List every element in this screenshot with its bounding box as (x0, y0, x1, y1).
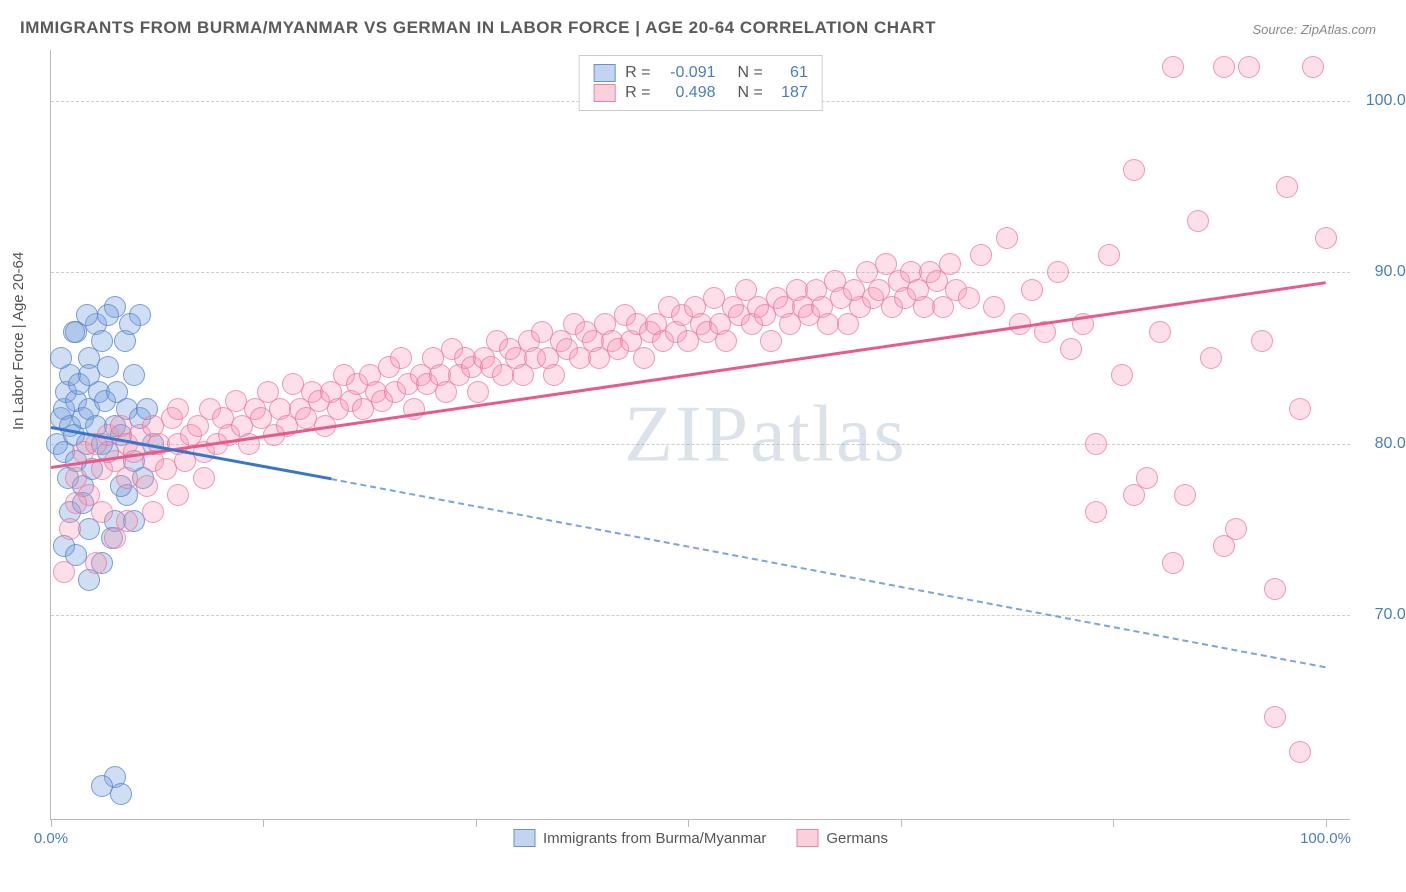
scatter-point (1213, 535, 1235, 557)
source-attribution: Source: ZipAtlas.com (1252, 22, 1376, 37)
legend-swatch (513, 829, 535, 847)
scatter-point (403, 398, 425, 420)
scatter-point (1289, 398, 1311, 420)
scatter-point (53, 561, 75, 583)
scatter-point (939, 253, 961, 275)
y-tick-label: 90.0% (1375, 263, 1406, 281)
scatter-point (633, 347, 655, 369)
correlation-legend: R = -0.091 N = 61 R = 0.498 N = 187 (578, 55, 823, 111)
scatter-point (116, 510, 138, 532)
scatter-point (50, 347, 72, 369)
y-axis-label: In Labor Force | Age 20-64 (10, 252, 27, 430)
legend-stats-row: R = 0.498 N = 187 (593, 84, 808, 102)
scatter-point (110, 783, 132, 805)
scatter-point (1213, 56, 1235, 78)
scatter-point (97, 304, 119, 326)
n-label: N = (738, 64, 763, 82)
scatter-point (1251, 330, 1273, 352)
r-value: -0.091 (661, 64, 716, 82)
scatter-point (1174, 484, 1196, 506)
scatter-point (1276, 176, 1298, 198)
scatter-point (1187, 210, 1209, 232)
x-tick (51, 819, 52, 827)
scatter-point (91, 775, 113, 797)
scatter-point (1149, 321, 1171, 343)
scatter-point (1021, 279, 1043, 301)
legend-series-label: Immigrants from Burma/Myanmar (543, 830, 766, 847)
scatter-point (970, 244, 992, 266)
r-value: 0.498 (661, 84, 716, 102)
scatter-point (91, 501, 113, 523)
scatter-point (1111, 364, 1133, 386)
n-label: N = (738, 84, 763, 102)
x-tick-label: 100.0% (1300, 830, 1351, 847)
scatter-point (59, 518, 81, 540)
scatter-point (97, 356, 119, 378)
scatter-point (1289, 741, 1311, 763)
gridline-horizontal (51, 615, 1350, 616)
scatter-point (467, 381, 489, 403)
scatter-point (119, 313, 141, 335)
y-tick-label: 100.0% (1366, 92, 1406, 110)
scatter-point (996, 227, 1018, 249)
scatter-point (1200, 347, 1222, 369)
scatter-point (65, 492, 87, 514)
y-tick-label: 70.0% (1375, 606, 1406, 624)
scatter-point (85, 552, 107, 574)
scatter-point (1098, 244, 1120, 266)
scatter-point (1302, 56, 1324, 78)
scatter-point (1085, 501, 1107, 523)
scatter-point (167, 484, 189, 506)
x-tick (1113, 819, 1114, 827)
n-value: 61 (773, 64, 808, 82)
legend-swatch (593, 64, 615, 82)
scatter-point (1264, 578, 1286, 600)
x-tick-label: 0.0% (34, 830, 68, 847)
scatter-point (1123, 159, 1145, 181)
scatter-point (167, 398, 189, 420)
x-tick (1326, 819, 1327, 827)
y-tick-label: 80.0% (1375, 435, 1406, 453)
scatter-point (1060, 338, 1082, 360)
chart-plot-area: ZIPatlas R =-0.091N =61R =0.498N =187 Im… (50, 50, 1350, 820)
scatter-point (1238, 56, 1260, 78)
scatter-point (1315, 227, 1337, 249)
scatter-point (1047, 261, 1069, 283)
scatter-point (91, 330, 113, 352)
scatter-point (760, 330, 782, 352)
legend-series-item: Germans (796, 829, 888, 847)
scatter-point (136, 475, 158, 497)
scatter-point (1085, 433, 1107, 455)
scatter-point (142, 501, 164, 523)
scatter-point (715, 330, 737, 352)
watermark-text: ZIPatlas (624, 389, 907, 480)
r-label: R = (625, 84, 650, 102)
legend-swatch (796, 829, 818, 847)
gridline-horizontal (51, 272, 1350, 273)
x-tick (476, 819, 477, 827)
legend-swatch (593, 84, 615, 102)
series-legend: Immigrants from Burma/Myanmar Germans (513, 829, 888, 847)
scatter-point (983, 296, 1005, 318)
scatter-point (1162, 56, 1184, 78)
scatter-point (76, 304, 98, 326)
scatter-point (543, 364, 565, 386)
x-tick (688, 819, 689, 827)
scatter-point (1162, 552, 1184, 574)
legend-series-label: Germans (826, 830, 888, 847)
scatter-point (193, 467, 215, 489)
scatter-point (1264, 706, 1286, 728)
legend-stats-row: R = -0.091 N = 61 (593, 64, 808, 82)
scatter-point (390, 347, 412, 369)
chart-title: IMMIGRANTS FROM BURMA/MYANMAR VS GERMAN … (20, 18, 936, 38)
scatter-point (958, 287, 980, 309)
legend-series-item: Immigrants from Burma/Myanmar (513, 829, 766, 847)
n-value: 187 (773, 84, 808, 102)
scatter-point (123, 364, 145, 386)
x-tick (901, 819, 902, 827)
x-tick (263, 819, 264, 827)
r-label: R = (625, 64, 650, 82)
scatter-point (1123, 484, 1145, 506)
